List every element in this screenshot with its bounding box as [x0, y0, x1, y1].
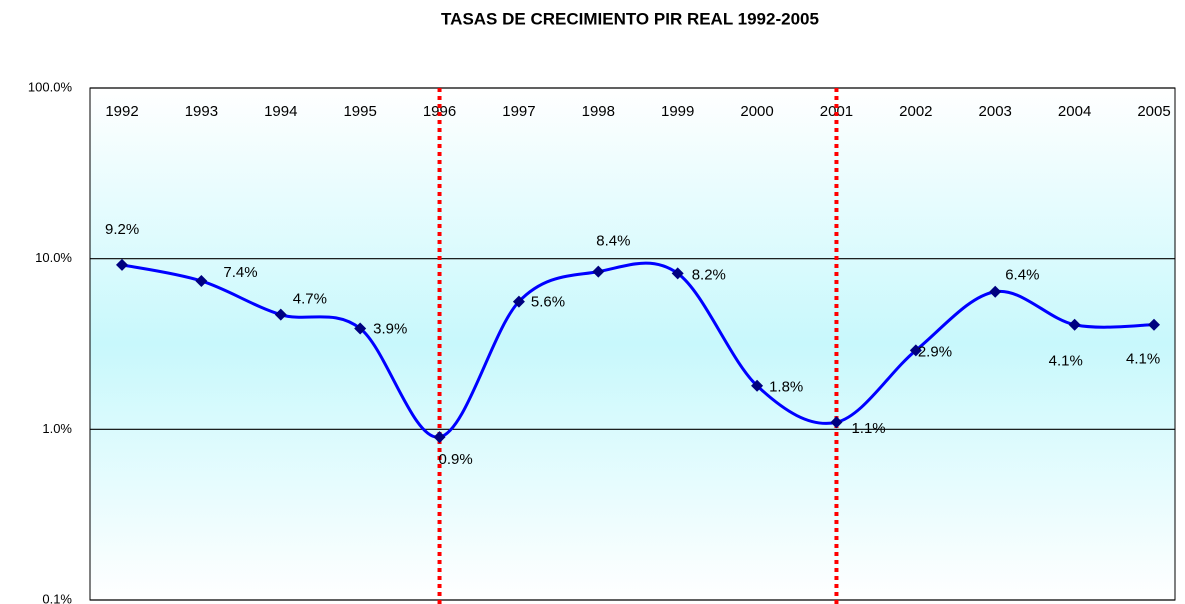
x-tick-label: 2005 — [1137, 103, 1170, 120]
data-point — [671, 267, 684, 280]
data-point — [909, 344, 922, 357]
plot-area — [89, 87, 1176, 601]
data-label: 6.4% — [1005, 267, 1039, 284]
x-tick-label: 1994 — [264, 103, 297, 120]
data-point — [1068, 318, 1081, 331]
x-tick-label: 2000 — [740, 103, 773, 120]
data-point — [116, 258, 128, 271]
data-point — [1148, 318, 1160, 331]
x-tick-label: 1997 — [502, 103, 535, 120]
data-point — [751, 379, 764, 392]
x-tick-label: 2003 — [979, 103, 1012, 120]
data-label: 4.7% — [293, 291, 327, 308]
x-tick-label: 2004 — [1058, 103, 1091, 120]
data-label: 5.6% — [531, 294, 565, 311]
x-tick-label: 1992 — [105, 103, 138, 120]
x-tick-label: 2002 — [899, 103, 932, 120]
x-tick-label: 1998 — [582, 103, 615, 120]
x-tick-label: 1999 — [661, 103, 694, 120]
data-label: 2.9% — [918, 343, 952, 360]
data-point — [592, 265, 605, 278]
x-tick-label: 1993 — [185, 103, 218, 120]
data-point — [433, 431, 446, 444]
x-tick-label: 2001 — [820, 103, 853, 120]
data-point — [195, 274, 208, 287]
data-label: 0.9% — [439, 451, 473, 468]
data-label: 4.1% — [1126, 351, 1160, 368]
chart-title: TASAS DE CRECIMIENTO PIR REAL 1992-2005 — [441, 9, 819, 28]
y-tick-label: 1.0% — [42, 421, 72, 436]
data-label: 8.2% — [692, 266, 726, 283]
y-tick-label: 100.0% — [28, 79, 73, 94]
x-tick-label: 1996 — [423, 103, 456, 120]
data-label: 7.4% — [223, 264, 257, 281]
series-line — [121, 261, 1155, 439]
x-tick-label: 1995 — [343, 103, 376, 120]
data-point — [512, 295, 525, 308]
data-point — [274, 308, 287, 321]
data-point — [354, 322, 367, 335]
data-label: 4.1% — [1049, 353, 1083, 370]
data-label: 1.1% — [851, 420, 885, 437]
data-label: 1.8% — [769, 379, 803, 396]
data-label: 9.2% — [105, 221, 139, 238]
y-tick-label: 0.1% — [42, 591, 72, 604]
data-point — [830, 416, 843, 429]
data-label: 8.4% — [596, 233, 630, 250]
data-label: 3.9% — [373, 320, 407, 337]
data-point — [989, 285, 1002, 298]
y-tick-label: 10.0% — [35, 250, 72, 265]
